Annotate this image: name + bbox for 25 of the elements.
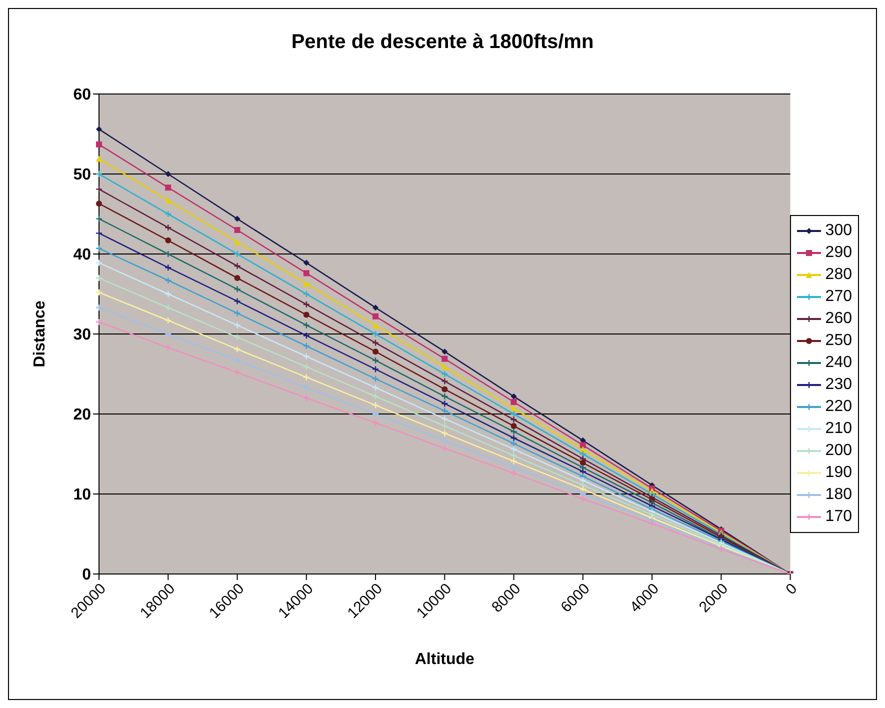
y-tick-label: 40 <box>73 246 92 264</box>
legend-label: 220 <box>825 397 852 417</box>
legend-label: 210 <box>825 419 852 439</box>
y-tick-label: 50 <box>73 166 92 184</box>
x-tick-label: 0 <box>782 580 801 598</box>
legend-label: 250 <box>825 331 852 351</box>
legend-label: 240 <box>825 353 852 373</box>
y-tick-label: 0 <box>82 566 92 584</box>
chart-title: Pente de descente à 1800fts/mn <box>290 30 595 54</box>
legend-label: 200 <box>825 441 852 461</box>
y-tick-label: 60 <box>73 86 92 104</box>
legend-label: 230 <box>825 375 852 395</box>
legend-label: 190 <box>825 463 852 483</box>
legend-label: 170 <box>825 507 852 527</box>
x-axis-title: Altitude <box>414 651 475 668</box>
y-tick-label: 10 <box>73 486 92 504</box>
legend-label: 180 <box>825 485 852 505</box>
legend-label: 280 <box>825 265 852 285</box>
legend-label: 270 <box>825 287 852 307</box>
legend-label: 290 <box>825 243 852 263</box>
legend-label: 260 <box>825 309 852 329</box>
legend-label: 300 <box>825 221 852 241</box>
y-tick-label: 30 <box>73 326 92 344</box>
y-tick-label: 20 <box>73 406 92 424</box>
y-axis-title: Distance <box>32 300 49 368</box>
